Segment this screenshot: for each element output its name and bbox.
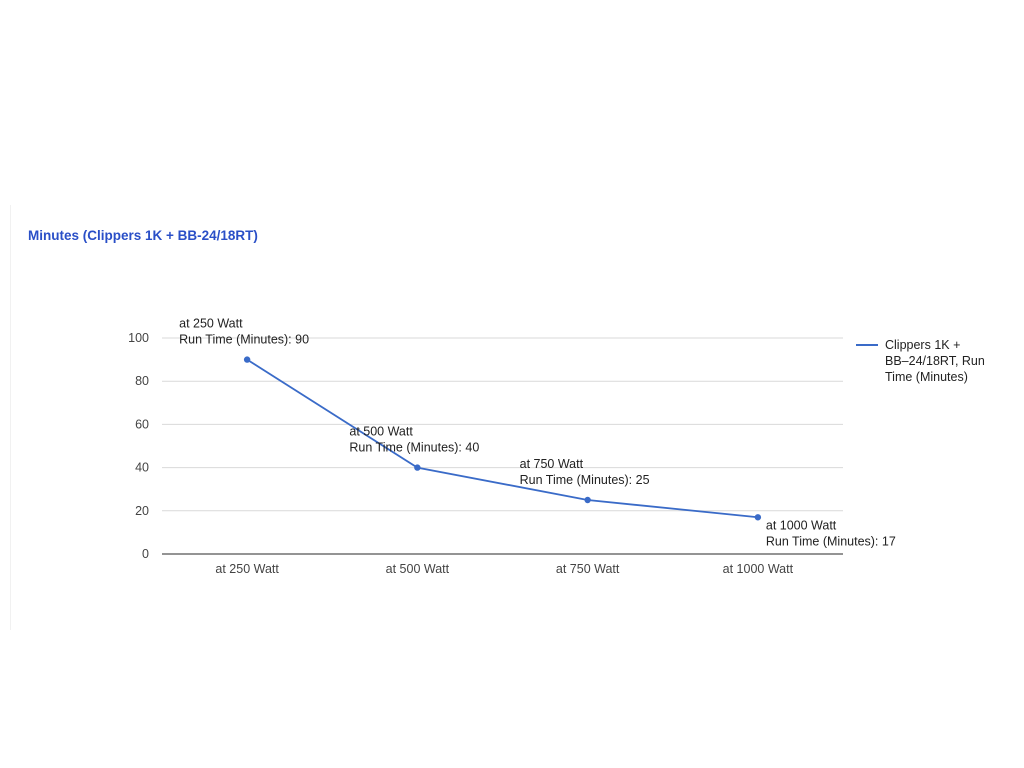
chart-panel (10, 205, 1024, 630)
data-label: at 250 Watt Run Time (Minutes): 90 (179, 317, 309, 347)
y-tick-label: 100 (128, 331, 149, 345)
legend: Clippers 1K + BB–24/18RT, Run Time (Minu… (856, 337, 996, 385)
data-point (414, 464, 421, 471)
x-tick-label: at 250 Watt (215, 562, 279, 576)
x-axis-ticks: at 250 Watt at 500 Watt at 750 Watt at 1000… (215, 562, 793, 576)
data-point (243, 356, 251, 363)
data-label-line: at 750 Watt (520, 457, 584, 471)
data-labels: at 250 Watt Run Time (Minutes): 90 at 500 … (179, 317, 896, 549)
series-points (243, 356, 762, 521)
x-tick-label: at 500 Watt (386, 562, 450, 576)
x-tick-label: at 1000 Watt (723, 562, 794, 576)
chart-title: Minutes (Clippers 1K + BB-24/18RT) (28, 228, 258, 243)
data-label-line: Run Time (Minutes): 17 (766, 534, 896, 548)
data-label: at 1000 Watt Run Time (Minutes): 17 (766, 518, 896, 548)
x-tick-label: at 750 Watt (556, 562, 620, 576)
data-label: at 500 Watt Run Time (Minutes): 40 (349, 425, 479, 455)
data-label-line: at 1000 Watt (766, 518, 837, 532)
data-label-line: at 500 Watt (349, 425, 413, 439)
gridlines (162, 337, 843, 555)
y-tick-label: 20 (135, 504, 149, 518)
data-point (584, 496, 591, 504)
data-label-line: Run Time (Minutes): 40 (349, 441, 479, 455)
data-label-line: at 250 Watt (179, 317, 243, 331)
y-tick-label: 40 (135, 461, 149, 475)
data-label-line: Run Time (Minutes): 25 (520, 473, 650, 487)
series-lines (246, 358, 758, 519)
y-tick-label: 0 (142, 547, 149, 561)
data-label-line: Run Time (Minutes): 90 (179, 333, 309, 347)
data-label: at 750 Watt Run Time (Minutes): 25 (520, 457, 650, 487)
y-tick-label: 60 (135, 417, 149, 431)
legend-swatch (856, 344, 878, 346)
series-line (246, 358, 758, 519)
legend-label: Clippers 1K + BB–24/18RT, Run Time (Minu… (885, 338, 985, 384)
y-axis-ticks: 0 20 40 60 80 100 (128, 331, 149, 561)
data-point (754, 514, 762, 521)
y-tick-label: 80 (135, 374, 149, 388)
